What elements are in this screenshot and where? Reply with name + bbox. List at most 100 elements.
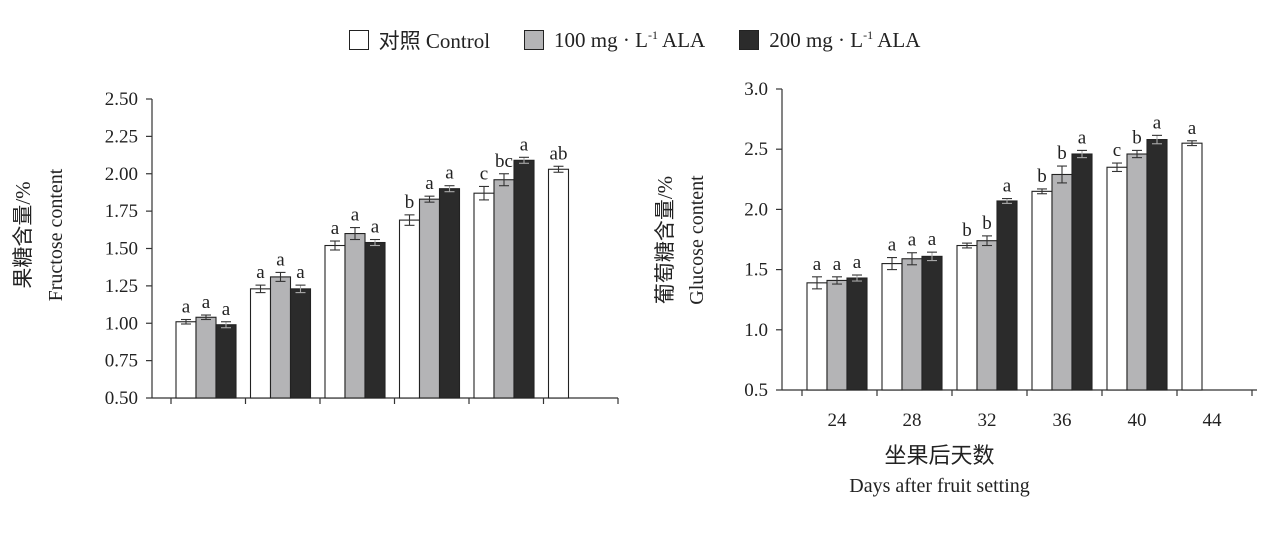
y-tick-label: 1.5 xyxy=(744,260,768,281)
x-axis-title-cn: 坐果后天数 xyxy=(884,443,994,468)
significance-letter: b xyxy=(1037,166,1047,187)
bar xyxy=(1071,153,1093,391)
significance-letter: c xyxy=(1113,140,1121,161)
bar xyxy=(289,288,312,399)
bar xyxy=(175,321,197,399)
significance-letter: a xyxy=(1078,127,1087,148)
legend-label-200-ala: 200 mg · L-1 ALA xyxy=(769,27,921,52)
significance-letter: b xyxy=(982,213,992,234)
legend-label-100-ala: 100 mg · L-1 ALA xyxy=(554,27,706,52)
significance-letter: a xyxy=(928,229,937,250)
y-axis-title-en: Glucose content xyxy=(686,175,708,305)
legend-swatch-control xyxy=(348,30,369,50)
bar xyxy=(1126,153,1148,391)
legend-item-200-ala: 200 mg · L-1 ALA xyxy=(739,28,920,53)
bar xyxy=(996,200,1018,391)
x-tick-label: 24 xyxy=(828,410,848,431)
y-tick-label: 2.0 xyxy=(744,199,768,220)
legend-swatch-100-ala xyxy=(524,30,545,50)
y-axis-title-cn: 葡萄糖含量/% xyxy=(653,176,677,304)
bar xyxy=(1106,166,1128,391)
x-tick-label: 40 xyxy=(1128,410,1147,431)
significance-letter: a xyxy=(1188,118,1197,139)
significance-letter: a xyxy=(1153,112,1162,133)
bar xyxy=(846,277,868,391)
y-axis-title-cn: 果糖含量/% xyxy=(11,181,35,288)
significance-letter: a xyxy=(1003,176,1012,197)
bar xyxy=(1051,173,1073,391)
significance-letter: a xyxy=(371,217,380,238)
y-tick-label: 2.50 xyxy=(105,89,138,110)
y-tick-label: 0.5 xyxy=(744,380,768,401)
bar xyxy=(493,179,515,399)
x-tick-label: 32 xyxy=(978,410,997,431)
y-tick-label: 2.5 xyxy=(744,139,768,160)
bar xyxy=(418,198,441,399)
significance-letter: a xyxy=(908,230,917,251)
bar xyxy=(1181,142,1203,391)
legend: 对照 Control 100 mg · L-1 ALA 200 mg · L-1… xyxy=(0,22,1269,58)
y-tick-label: 2.25 xyxy=(105,126,138,147)
significance-letter: a xyxy=(276,249,285,270)
bar xyxy=(806,282,828,391)
significance-letter: a xyxy=(222,299,231,320)
significance-letter: a xyxy=(425,173,434,194)
x-axis-title-en: Days after fruit setting xyxy=(849,475,1030,497)
significance-letter: b xyxy=(962,220,972,241)
y-axis-title-en: Fructose content xyxy=(45,168,67,301)
y-tick-label: 2.00 xyxy=(105,164,138,185)
bar xyxy=(921,255,943,391)
bar xyxy=(195,316,217,399)
x-tick-label: 36 xyxy=(1053,410,1072,431)
bar xyxy=(956,244,978,391)
fructose-chart: 0.500.751.001.251.501.752.002.252.50aaab… xyxy=(11,89,619,409)
significance-letter: a xyxy=(813,254,822,275)
glucose-chart: 0.51.01.52.02.53.024 28 32 36 40 44aabbcaaabb… xyxy=(653,79,1257,497)
bar xyxy=(1031,190,1053,391)
significance-letter: a xyxy=(833,254,842,275)
significance-letter: bc xyxy=(495,151,513,172)
significance-letter: b xyxy=(405,192,415,213)
bar xyxy=(513,159,535,399)
significance-letter: a xyxy=(351,205,360,226)
bar xyxy=(269,276,292,399)
y-tick-label: 3.0 xyxy=(744,79,768,100)
significance-letter: a xyxy=(182,297,191,318)
significance-letter: c xyxy=(480,163,488,184)
legend-item-100-ala: 100 mg · L-1 ALA xyxy=(524,28,705,53)
x-tick-label: 44 xyxy=(1203,410,1223,431)
y-tick-label: 0.75 xyxy=(105,351,138,372)
y-tick-label: 1.50 xyxy=(105,239,138,260)
significance-letter: b xyxy=(1132,127,1142,148)
significance-letter: b xyxy=(1057,143,1067,164)
bar xyxy=(473,192,495,399)
y-tick-label: 0.50 xyxy=(105,388,138,409)
x-tick-label: 28 xyxy=(903,410,922,431)
y-tick-label: 1.75 xyxy=(105,201,138,222)
bar xyxy=(249,288,272,399)
significance-letter: a xyxy=(520,134,529,155)
bar xyxy=(364,241,386,399)
y-tick-label: 1.00 xyxy=(105,313,138,334)
legend-swatch-200-ala xyxy=(739,30,760,50)
bar xyxy=(324,244,346,399)
significance-letter: ab xyxy=(550,143,568,164)
bar xyxy=(881,263,903,391)
bar xyxy=(398,219,421,399)
significance-letter: a xyxy=(888,235,897,256)
y-tick-label: 1.0 xyxy=(744,320,768,341)
bar xyxy=(438,188,461,399)
y-tick-label: 1.25 xyxy=(105,276,138,297)
significance-letter: a xyxy=(445,163,454,184)
legend-item-control: 对照 Control xyxy=(348,25,491,55)
legend-label-control: 对照 Control xyxy=(378,29,491,53)
significance-letter: a xyxy=(296,262,305,283)
significance-letter: a xyxy=(256,262,265,283)
significance-letter: a xyxy=(202,292,211,313)
bar xyxy=(215,324,237,399)
bar xyxy=(901,258,923,391)
significance-letter: a xyxy=(853,252,862,273)
bar xyxy=(344,233,366,399)
bar xyxy=(826,279,848,391)
